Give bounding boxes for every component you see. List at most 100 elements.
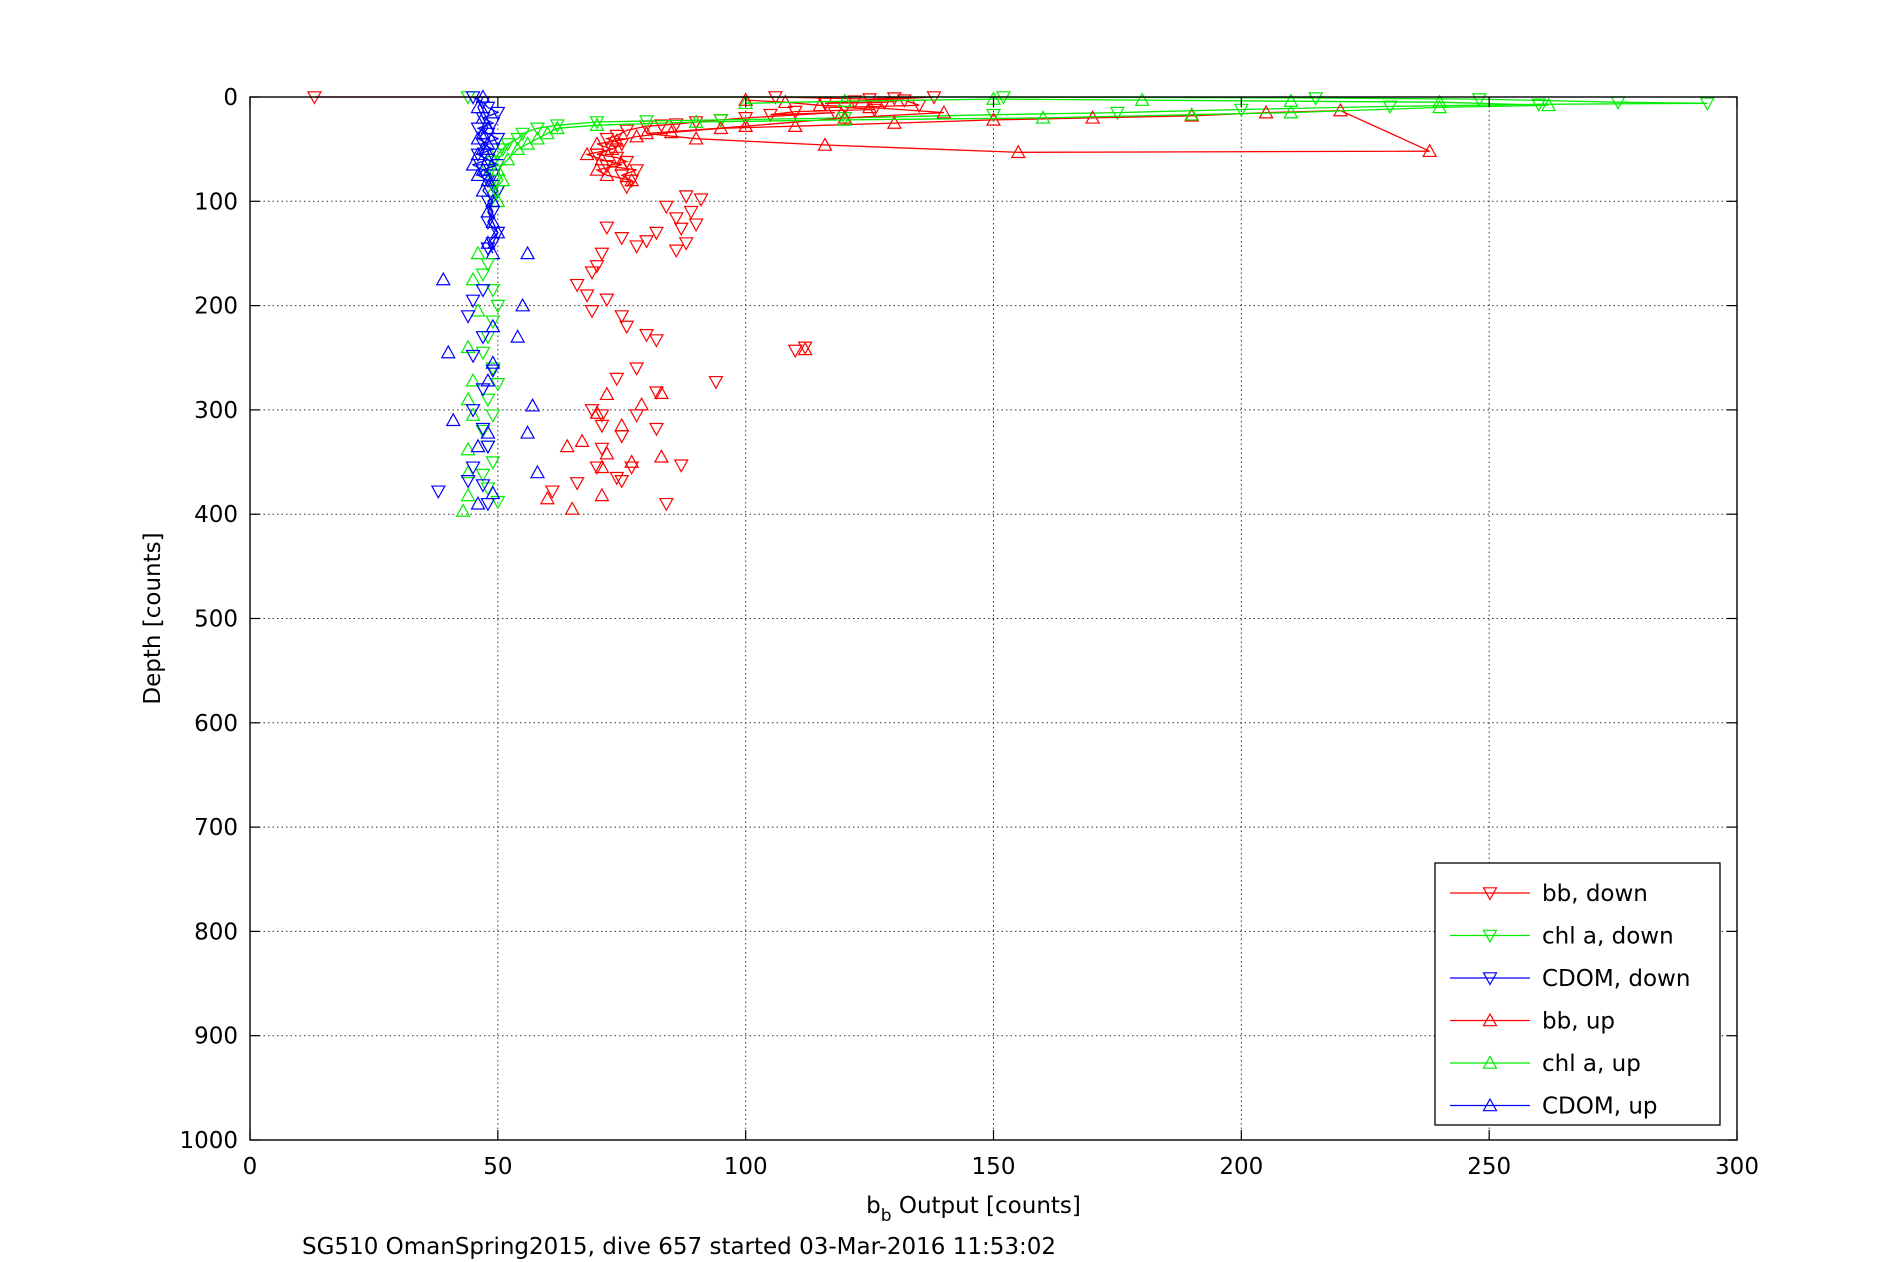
data-point	[614, 430, 630, 444]
y-tick-label: 0	[223, 85, 238, 111]
y-tick-label: 200	[194, 294, 238, 320]
data-point	[485, 318, 501, 333]
x-axis-label-subscript: b	[881, 1206, 892, 1226]
series-line	[314, 96, 935, 188]
y-tick-label: 600	[194, 711, 238, 737]
x-tick-label: 300	[1715, 1154, 1759, 1180]
data-point	[599, 445, 615, 460]
data-point	[470, 167, 486, 182]
data-point	[1109, 106, 1125, 121]
chart-caption: SG510 OmanSpring2015, dive 657 started 0…	[302, 1234, 1056, 1260]
data-point	[495, 172, 511, 187]
data-point	[475, 331, 491, 345]
data-point	[812, 97, 828, 112]
data-point	[985, 112, 1002, 126]
data-point	[837, 93, 853, 107]
data-point	[475, 141, 491, 155]
data-point	[589, 461, 605, 476]
data-point	[624, 172, 640, 187]
data-point	[1283, 104, 1299, 119]
data-point	[569, 477, 585, 491]
data-point	[470, 130, 486, 145]
data-point	[663, 124, 679, 139]
data-point	[490, 224, 506, 239]
data-point	[490, 299, 506, 314]
data-point	[936, 104, 952, 119]
data-point	[599, 221, 615, 236]
data-point	[579, 289, 595, 303]
data-point	[787, 118, 803, 133]
legend-label: bb, down	[1542, 881, 1648, 907]
data-point	[837, 112, 853, 126]
data-point	[648, 334, 664, 348]
data-point	[668, 118, 684, 132]
data-point	[1541, 97, 1557, 112]
legend: bb, down chl a, down CDOM, down bb, up chl a…	[1434, 862, 1721, 1126]
data-point	[475, 110, 491, 124]
data-point	[1471, 93, 1487, 107]
series-bb-up	[579, 92, 1438, 187]
data-point	[787, 105, 803, 120]
data-point	[629, 409, 645, 423]
data-point	[886, 115, 902, 129]
data-point	[738, 112, 754, 126]
legend-marker	[1482, 1055, 1498, 1069]
legend-marker	[1482, 929, 1498, 944]
legend-item: bb, down	[1450, 881, 1648, 907]
data-point	[817, 137, 833, 151]
data-point	[485, 193, 501, 208]
data-point	[713, 114, 729, 128]
y-tick-label: 900	[194, 1024, 238, 1050]
data-point	[485, 485, 501, 500]
scatter-bb-down	[544, 190, 813, 512]
y-tick-label: 500	[194, 607, 238, 633]
x-tick-label: 50	[483, 1154, 512, 1180]
data-point	[520, 245, 536, 260]
data-point	[678, 190, 694, 204]
legend-item: chl a, up	[1450, 1051, 1641, 1077]
data-point	[515, 297, 531, 312]
data-point	[480, 258, 496, 272]
data-point	[648, 422, 664, 437]
data-point	[862, 99, 878, 114]
data-point	[500, 138, 516, 152]
data-point	[465, 157, 481, 171]
legend-label: CDOM, down	[1542, 966, 1690, 992]
y-tick-label: 1000	[179, 1128, 238, 1154]
data-point	[525, 397, 541, 412]
data-point	[480, 393, 496, 408]
data-point	[485, 362, 501, 376]
data-point	[455, 503, 471, 517]
legend-item: CDOM, down	[1450, 966, 1690, 992]
data-point	[460, 441, 476, 456]
data-point	[465, 407, 481, 421]
data-point	[658, 200, 674, 215]
data-point	[485, 179, 501, 194]
data-point	[629, 128, 645, 143]
x-axis-label-rest: Output [counts]	[892, 1193, 1081, 1219]
data-point	[1134, 92, 1150, 106]
data-point	[564, 501, 580, 515]
data-point	[480, 120, 496, 135]
data-point	[688, 218, 704, 232]
x-tick-labels: 0 50 100 150 200 250 300	[243, 1154, 1759, 1180]
data-point	[480, 425, 496, 439]
data-point	[465, 461, 481, 476]
data-point	[599, 386, 615, 401]
x-tick-label: 150	[972, 1154, 1016, 1180]
data-point	[485, 355, 501, 369]
data-point	[435, 271, 451, 286]
data-point	[480, 440, 496, 455]
data-point	[470, 303, 486, 317]
data-point	[985, 108, 1002, 123]
data-point	[475, 268, 491, 283]
data-point	[485, 284, 501, 298]
data-point	[1035, 110, 1051, 124]
data-point	[490, 158, 506, 173]
data-point	[673, 459, 689, 473]
legend-marker	[1482, 1097, 1498, 1112]
data-point	[485, 456, 501, 470]
data-point	[609, 133, 625, 147]
data-point	[465, 294, 481, 309]
data-point	[594, 151, 610, 166]
